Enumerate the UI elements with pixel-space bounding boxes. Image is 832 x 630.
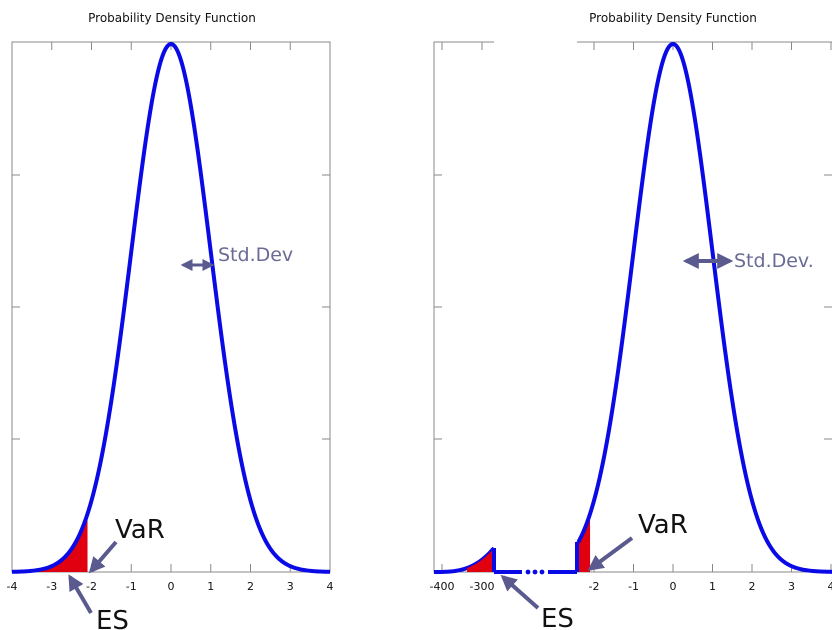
right-break-dot-1 <box>532 569 538 575</box>
right-var-label: VaR <box>638 510 688 540</box>
left-xtick-label-6: 2 <box>247 580 254 593</box>
right-plot-frame <box>433 41 832 573</box>
right-xtick-label-7: 3 <box>788 580 795 593</box>
left-xtick-label-8: 4 <box>327 580 334 593</box>
right-pdf-curve <box>576 42 832 574</box>
right-es-label: ES <box>541 604 574 630</box>
left-chart-title: Probability Density Function <box>88 11 256 25</box>
right-chart-panel: Probability Density Function -400 -300 -2-… <box>430 11 832 630</box>
right-xtick-label-1: -300 <box>470 580 495 593</box>
right-xtick-label-6: 2 <box>749 580 756 593</box>
right-y-ticks <box>434 174 832 440</box>
left-xtick-label-1: -3 <box>46 580 57 593</box>
right-far-tail-area <box>467 548 494 572</box>
right-axis-break-dots <box>525 569 545 575</box>
left-y-ticks <box>12 174 330 440</box>
right-xtick-label-3: -1 <box>628 580 639 593</box>
right-break-dot-0 <box>525 569 531 575</box>
right-break-dot-2 <box>539 569 545 575</box>
left-xtick-label-4: 0 <box>168 580 175 593</box>
left-var-arrow <box>88 540 118 574</box>
right-xtick-label-0: -400 <box>430 580 455 593</box>
left-chart-panel: Probability Density Function -4 -3 -2 -1 0 1 2… <box>7 11 334 630</box>
right-var-arrow <box>587 536 634 571</box>
left-es-arrow <box>68 574 93 615</box>
left-pdf-curve <box>11 42 331 574</box>
right-xtick-label-5: 1 <box>709 580 716 593</box>
right-far-tail-curve <box>433 546 496 574</box>
left-tail-area <box>12 513 88 572</box>
left-xtick-label-3: -1 <box>126 580 137 593</box>
right-xtick-label-2: -2 <box>589 580 600 593</box>
right-chart-title: Probability Density Function <box>589 11 757 25</box>
left-var-label: VaR <box>115 515 165 545</box>
right-x-ticks: -400 -300 -2 -1 0 1 2 3 4 <box>430 42 832 593</box>
left-es-label: ES <box>96 606 129 630</box>
left-xtick-label-5: 1 <box>207 580 214 593</box>
right-xtick-label-8: 4 <box>828 580 832 593</box>
right-es-arrow <box>500 574 540 610</box>
left-plot-frame <box>11 41 331 573</box>
right-xtick-label-4: 0 <box>670 580 677 593</box>
right-stddev-label: Std.Dev. <box>734 250 814 272</box>
left-xtick-label-0: -4 <box>7 580 18 593</box>
left-xtick-label-7: 3 <box>287 580 294 593</box>
left-stddev-label: Std.Dev <box>218 244 293 266</box>
right-tail-area <box>578 513 591 572</box>
left-x-ticks: -4 -3 -2 -1 0 1 2 3 4 <box>7 42 334 593</box>
left-xtick-label-2: -2 <box>86 580 97 593</box>
